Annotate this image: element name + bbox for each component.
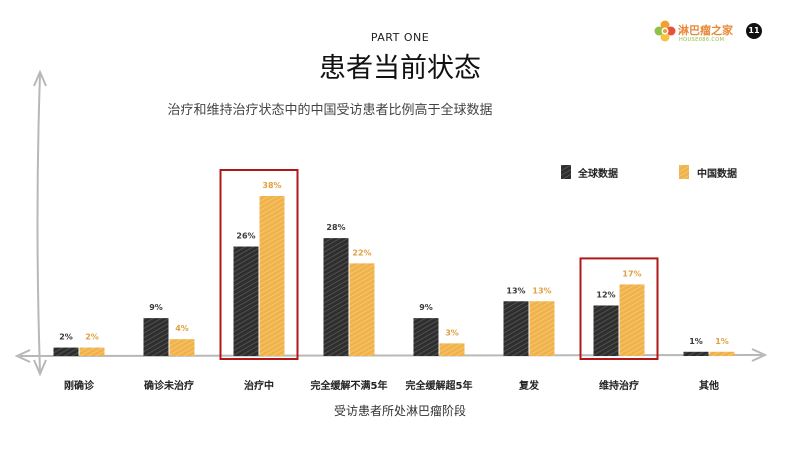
bar-global-6	[593, 305, 619, 356]
bar-global-1	[143, 318, 169, 356]
x-axis-title: 受访患者所处淋巴瘤阶段	[333, 404, 466, 418]
bar-global-0	[53, 347, 79, 356]
value-label-global-5: 13%	[506, 286, 525, 295]
bar-global-5	[503, 301, 529, 356]
x-axis	[14, 348, 768, 363]
bar-china-1	[169, 339, 195, 356]
x-tick-label-7: 其他	[699, 379, 719, 392]
bar-china-5	[529, 301, 555, 356]
x-tick-label-4: 完全缓解超5年	[406, 379, 473, 392]
bar-china-0	[79, 347, 105, 356]
value-label-china-5: 13%	[532, 286, 551, 295]
bar-china-6	[619, 284, 645, 356]
bar-china-7	[709, 351, 735, 356]
value-label-china-1: 4%	[175, 324, 189, 333]
bar-global-2	[233, 246, 259, 356]
legend-label-global: 全球数据	[577, 167, 618, 180]
legend: 全球数据 中国数据	[561, 165, 737, 180]
bar-global-4	[413, 318, 439, 356]
y-axis	[33, 69, 47, 377]
value-label-global-2: 26%	[236, 232, 255, 241]
value-label-china-6: 17%	[622, 269, 641, 278]
value-label-china-0: 2%	[85, 333, 99, 342]
value-label-china-7: 1%	[715, 337, 729, 346]
value-label-china-3: 22%	[352, 248, 371, 257]
bar-global-7	[683, 351, 709, 356]
logo-subtext: HOUSE086.COM	[679, 37, 725, 43]
page-title: 患者当前状态	[319, 53, 481, 84]
value-label-china-4: 3%	[445, 328, 459, 337]
brand-logo: 淋巴瘤之家 HOUSE086.COM 11	[654, 20, 774, 50]
value-label-global-6: 12%	[596, 290, 615, 299]
logo-text: 淋巴瘤之家	[678, 24, 733, 37]
value-label-china-2: 38%	[262, 181, 281, 190]
highlight-box-2	[219, 169, 299, 360]
value-label-global-0: 2%	[59, 333, 73, 342]
x-tick-label-5: 复发	[518, 379, 540, 392]
x-tick-label-2: 治疗中	[244, 379, 274, 392]
x-tick-label-0: 刚确诊	[64, 379, 95, 392]
page-subtitle: 治疗和维持治疗状态中的中国受访患者比例高于全球数据	[167, 103, 493, 118]
value-label-global-1: 9%	[149, 303, 163, 312]
x-tick-label-6: 维持治疗	[599, 379, 639, 392]
bar-china-3	[349, 263, 375, 356]
bar-china-4	[439, 343, 465, 356]
flower-logo-icon	[654, 20, 676, 42]
legend-label-china: 中国数据	[697, 167, 737, 180]
bar-china-2	[259, 196, 285, 356]
value-label-global-4: 9%	[419, 303, 433, 312]
value-label-global-3: 28%	[326, 223, 345, 232]
page-number-badge: 11	[746, 23, 762, 39]
x-tick-label-1: 确诊未治疗	[144, 379, 194, 392]
highlight-box-6	[579, 257, 659, 360]
value-label-global-7: 1%	[689, 337, 703, 346]
legend-swatch-global	[561, 165, 571, 179]
legend-swatch-china	[679, 165, 689, 179]
part-label: PART ONE	[370, 31, 430, 44]
x-tick-label-3: 完全缓解不满5年	[311, 379, 388, 392]
bar-global-3	[323, 238, 349, 356]
